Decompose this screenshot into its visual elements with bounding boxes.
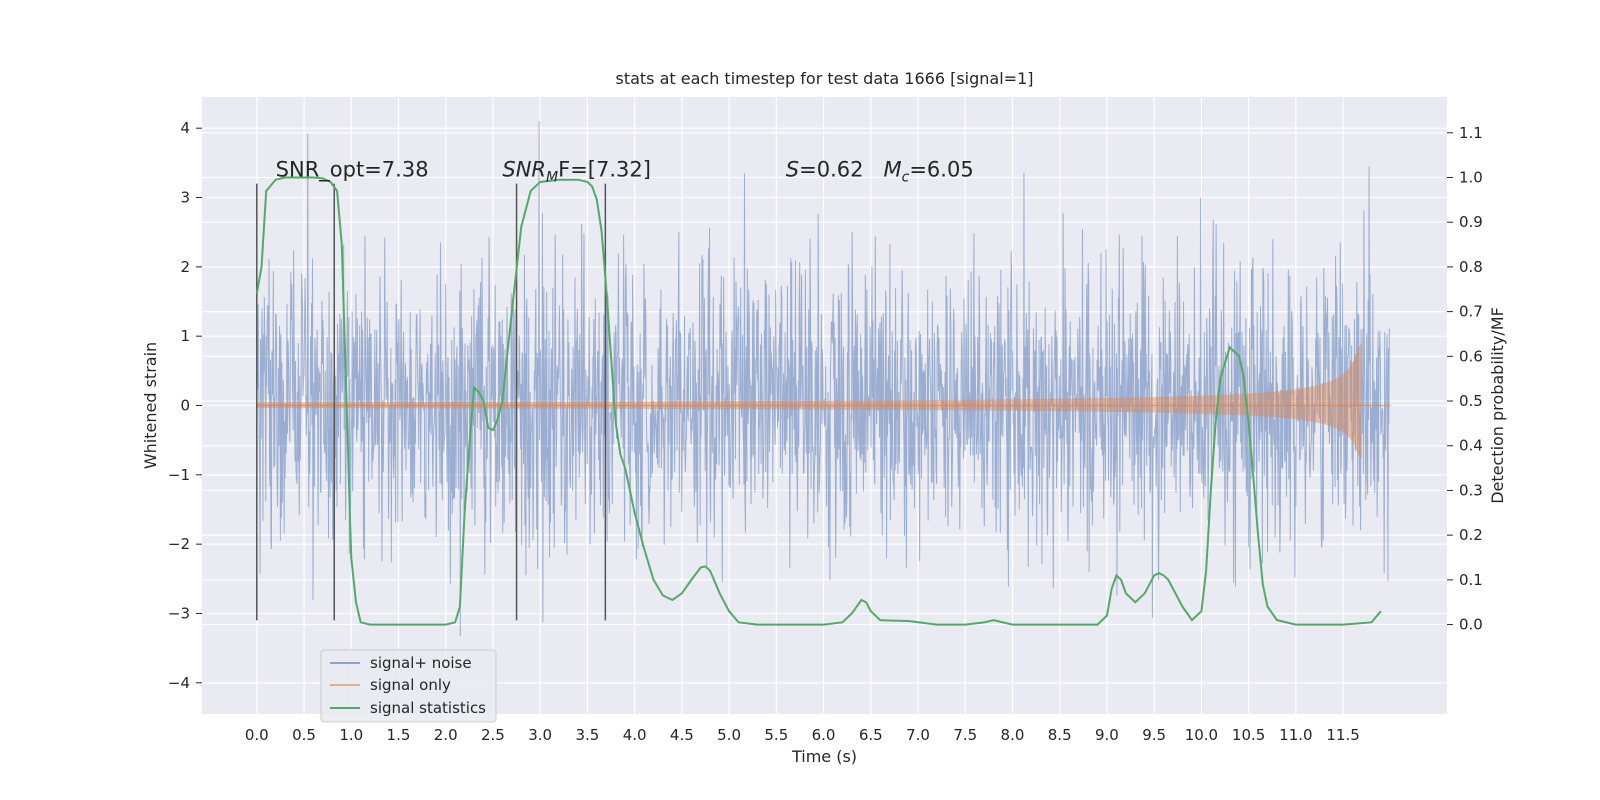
y-tick-label: 2 xyxy=(180,258,190,276)
annotation-mc-value: =6.05 xyxy=(909,158,973,182)
signal-plus-noise-series xyxy=(256,121,1390,637)
x-tick-label: 3.5 xyxy=(575,726,599,744)
y2-tick-label: 0.4 xyxy=(1459,437,1483,455)
x-tick-label: 1.0 xyxy=(339,726,363,744)
signal-only-series xyxy=(256,343,1391,459)
annotation-mc-subscript: c xyxy=(902,170,910,186)
x-tick-label: 0.0 xyxy=(245,726,269,744)
x-tick-label: 11.5 xyxy=(1326,726,1359,744)
y2-axis-label: Detection probability/MF xyxy=(1488,307,1507,504)
axis-ticks: 0.0 0.5 1.0 1.5 2.0 2.5 3.0 3.5 4.0 4.5 5.0 5.5 6.0 6… xyxy=(168,119,1483,744)
y-tick-label: −4 xyxy=(168,674,190,692)
x-tick-label: 8.5 xyxy=(1048,726,1072,744)
legend-label-signal-noise: signal+ noise xyxy=(370,654,472,672)
x-tick-label: 10.0 xyxy=(1185,726,1218,744)
x-tick-label: 9.5 xyxy=(1142,726,1166,744)
y-tick-label: 1 xyxy=(180,327,190,345)
series-line-signal-plus-noise xyxy=(256,121,1390,637)
x-tick-label: 4.0 xyxy=(623,726,647,744)
x-tick-label: 2.0 xyxy=(434,726,458,744)
y2-tick-label: 1.1 xyxy=(1459,124,1483,142)
y-tick-label: 4 xyxy=(180,119,190,137)
x-tick-label: 8.0 xyxy=(1001,726,1025,744)
x-tick-label: 10.5 xyxy=(1232,726,1265,744)
x-tick-label: 1.5 xyxy=(387,726,411,744)
y2-tick-label: 0.7 xyxy=(1459,303,1483,321)
legend-box xyxy=(320,649,497,723)
x-tick-label: 9.0 xyxy=(1095,726,1119,744)
series-area-signal-only xyxy=(256,343,1362,459)
x-tick-label: 3.0 xyxy=(528,726,552,744)
marker-lines xyxy=(256,183,607,621)
x-tick-label: 4.5 xyxy=(670,726,694,744)
y-tick-label: −1 xyxy=(168,466,190,484)
annotation-snr-mf: SNRMF=[7.32] xyxy=(502,158,651,186)
y2-tick-label: 0.8 xyxy=(1459,258,1483,276)
y-tick-label: −2 xyxy=(168,535,190,553)
series-line-signal-statistics xyxy=(255,176,1382,626)
y2-tick-label: 1.0 xyxy=(1459,168,1483,186)
y2-tick-label: 0.1 xyxy=(1459,571,1483,589)
annotation-mc-symbol: M xyxy=(884,158,902,182)
y2-tick-label: 0.3 xyxy=(1459,481,1483,499)
legend: signal+ noise signal only signal statist… xyxy=(320,649,497,723)
y2-tick-label: 0.0 xyxy=(1459,616,1483,634)
y2-tick-label: 0.6 xyxy=(1459,347,1483,365)
annotation-snr-opt: SNR_opt=7.38 xyxy=(276,158,429,183)
y-tick-label: 3 xyxy=(180,189,190,207)
x-tick-label: 6.5 xyxy=(859,726,883,744)
x-tick-label: 6.0 xyxy=(812,726,836,744)
y2-tick-label: 0.2 xyxy=(1459,526,1483,544)
chart-title: stats at each timestep for test data 166… xyxy=(615,69,1033,88)
annotation-snr-mf-subscript: M xyxy=(546,170,558,186)
y-tick-label: 0 xyxy=(180,397,190,415)
x-tick-label: 7.5 xyxy=(953,726,977,744)
annotation-s-mc: S=0.62 Mc=6.05 xyxy=(786,158,974,186)
annotation-snr-mf-value: F=[7.32] xyxy=(558,158,651,182)
annotation-snr-mf-symbol: SNR xyxy=(502,158,546,182)
y-axis-label: Whitened strain xyxy=(141,342,160,469)
x-tick-label: 5.0 xyxy=(717,726,741,744)
signal-statistics-series xyxy=(255,176,1382,626)
x-tick-label: 5.5 xyxy=(764,726,788,744)
annotation-s-symbol: S xyxy=(786,158,799,182)
y2-tick-label: 0.5 xyxy=(1459,392,1483,410)
x-tick-label: 11.0 xyxy=(1279,726,1312,744)
y2-tick-label: 0.9 xyxy=(1459,213,1483,231)
legend-label-signal-only: signal only xyxy=(370,676,451,694)
x-axis-label: Time (s) xyxy=(791,747,857,766)
x-tick-label: 7.0 xyxy=(906,726,930,744)
y-tick-label: −3 xyxy=(168,604,190,622)
annotation-s-value: =0.62 xyxy=(799,158,883,182)
legend-label-signal-statistics: signal statistics xyxy=(370,699,486,717)
x-tick-label: 0.5 xyxy=(292,726,316,744)
x-tick-label: 2.5 xyxy=(481,726,505,744)
